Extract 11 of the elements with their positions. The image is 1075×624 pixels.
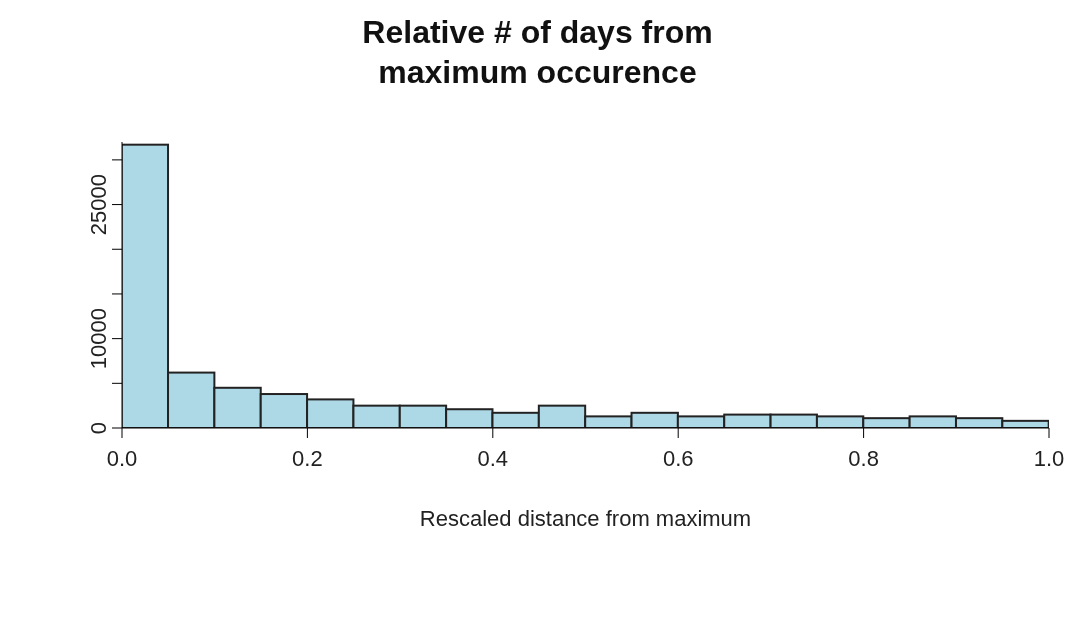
- x-tick-label: 0.4: [477, 445, 509, 471]
- x-tick-label: 0.2: [292, 445, 323, 471]
- chart-title: Relative # of days from maximum occurence: [361, 13, 714, 92]
- y-tick-label: 0: [85, 421, 111, 435]
- x-tick-label: 0.0: [106, 445, 138, 471]
- x-axis-title: Rescaled distance from maximum: [419, 506, 752, 531]
- x-tick-label: 1.0: [1033, 445, 1065, 471]
- x-tick-label: 0.8: [848, 445, 879, 471]
- x-tick-label: 0.6: [662, 445, 694, 471]
- y-tick-label: 10000: [85, 308, 111, 370]
- y-tick-label: 25000: [85, 173, 111, 236]
